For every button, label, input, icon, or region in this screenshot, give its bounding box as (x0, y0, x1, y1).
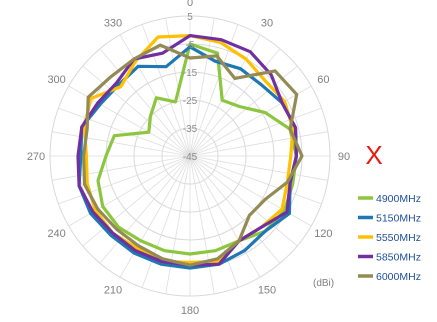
unit-label: (dBi) (313, 278, 334, 289)
grid-spoke (189, 85, 312, 157)
grid-spoke (52, 131, 191, 157)
grid-spoke (189, 155, 322, 205)
radial-tick-labels: 5 -5 -15 -25 -35 -45 (183, 12, 198, 163)
angle-label: 300 (47, 74, 65, 86)
grid-spoke (189, 131, 328, 157)
radial-tick-label: -15 (183, 68, 198, 79)
grid-spoke (189, 155, 298, 247)
angle-labels: 0 30 60 90 120 150 180 210 240 270 300 330 (27, 0, 350, 317)
grid-spoke (119, 155, 191, 278)
grid-spoke (189, 155, 281, 264)
angle-label: 90 (338, 151, 350, 163)
radial-tick-label: -5 (186, 40, 195, 51)
axis-marker: X (365, 140, 382, 170)
grid-spoke (52, 155, 191, 181)
grid-spoke (58, 155, 191, 205)
grid-spoke (119, 34, 191, 157)
legend-label: 6000MHz (376, 271, 421, 283)
radial-tick-label: -45 (183, 152, 198, 163)
angle-label: 270 (27, 151, 45, 163)
legend: 4900MHz 5150MHz 5550MHz 5850MHz 6000MHz (358, 193, 421, 283)
angle-label: 180 (181, 305, 199, 317)
legend-label: 5850MHz (376, 252, 421, 264)
grid-spoke (141, 155, 191, 288)
grid-spoke (99, 48, 191, 157)
legend-label: 5150MHz (376, 213, 421, 225)
grid-spoke (189, 65, 298, 157)
grid-spoke (189, 34, 261, 157)
grid-spoke (58, 107, 191, 157)
angle-label: 240 (47, 228, 65, 240)
angle-label: 330 (104, 18, 122, 30)
legend-label: 5550MHz (376, 232, 421, 244)
angle-label: 60 (317, 74, 329, 86)
legend-label: 4900MHz (376, 193, 421, 205)
polar-grid (49, 15, 331, 297)
angle-label: 0 (187, 0, 193, 9)
radial-tick-label: 5 (187, 12, 193, 23)
grid-spoke (189, 107, 322, 157)
grid-spoke (189, 155, 261, 278)
angle-label: 120 (314, 228, 332, 240)
angle-label: 150 (258, 284, 276, 296)
series-line-5550mhz (82, 33, 295, 264)
grid-spoke (189, 24, 239, 157)
radial-tick-label: -25 (183, 96, 198, 107)
radial-tick-label: -35 (183, 124, 198, 135)
angle-label: 210 (104, 284, 122, 296)
grid-spoke (165, 155, 191, 294)
series-layer (76, 33, 304, 270)
grid-spoke (68, 155, 191, 227)
grid-spoke (82, 155, 191, 247)
grid-spoke (189, 155, 215, 294)
grid-spoke (82, 65, 191, 157)
grid-spoke (189, 155, 312, 227)
series-line-6000mhz (81, 43, 304, 267)
grid-spoke (189, 155, 328, 181)
series-line-4900mhz (96, 42, 298, 256)
grid-spoke (189, 155, 239, 288)
grid-spoke (99, 155, 191, 264)
angle-label: 30 (261, 18, 273, 30)
